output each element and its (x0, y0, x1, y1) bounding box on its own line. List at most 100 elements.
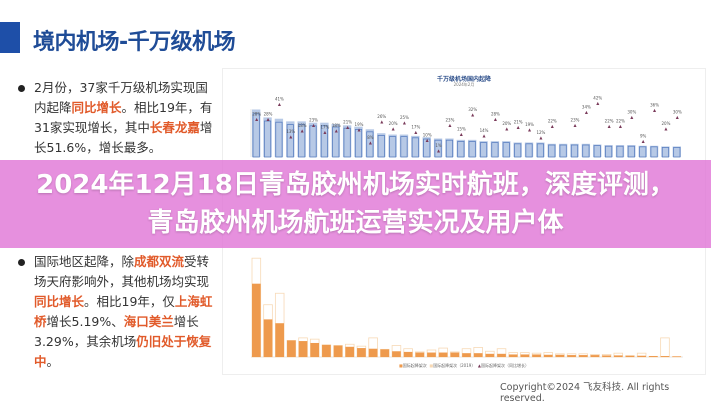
bar-2024 (672, 356, 681, 357)
pct-marker: ▲ (630, 114, 634, 119)
highlight-text: 同比增长 (72, 100, 122, 115)
pct-label: 28% (252, 112, 261, 117)
pct-marker: ▲ (414, 129, 418, 134)
pct-marker: ▲ (380, 119, 384, 124)
pct-label: 28% (491, 112, 500, 117)
bar-2024 (556, 355, 565, 357)
bullet-item: 国际地区起降，除成都双流受转场天府影响外，其他机场均实现同比增长。相比19年，仅… (14, 252, 214, 372)
pct-marker: ▲ (585, 110, 589, 115)
bar-2024 (439, 353, 448, 357)
copyright: Copyright©2024 飞友科技. All rights reserved… (500, 379, 711, 404)
pct-label: 21% (343, 120, 352, 125)
bottom-chart (223, 251, 707, 361)
bar-2024 (404, 352, 413, 357)
pct-label: 12% (536, 130, 545, 135)
pct-label: 22% (548, 119, 557, 124)
pct-marker: ▲ (551, 124, 555, 129)
pct-label: 9% (640, 134, 647, 139)
pct-marker: ▲ (596, 100, 600, 105)
pct-label: 26% (377, 114, 386, 119)
bar-2024 (450, 353, 459, 357)
bullet-item: 2月份，37家千万级机场实现国内起降同比增长。相比19年，有31家实现增长，其中… (14, 78, 214, 158)
pct-marker: ▲ (517, 125, 521, 130)
pct-label: 15% (457, 127, 466, 132)
pct-label: 13% (286, 129, 295, 134)
bar-2024 (509, 354, 518, 357)
bar-2024 (427, 353, 436, 357)
bullet-text: 增长5.19%、 (47, 314, 124, 329)
pct-label: 19% (525, 122, 534, 127)
bar-2024 (486, 354, 495, 357)
bullet-text: 。 (47, 354, 60, 369)
pct-marker: ▲ (278, 102, 282, 107)
bar-2024 (614, 355, 623, 357)
pct-marker: ▲ (608, 124, 612, 129)
pct-marker: ▲ (664, 126, 668, 131)
highlight-text: 成都双流 (134, 254, 184, 269)
pct-label: 17% (411, 124, 420, 129)
pct-label: 18% (332, 123, 341, 128)
bar-2024 (264, 319, 273, 357)
pct-marker: ▲ (403, 120, 407, 125)
bar-2024 (602, 355, 611, 357)
bar-2024 (591, 355, 600, 357)
pct-label: 19% (355, 122, 364, 127)
pct-marker: ▲ (619, 124, 623, 129)
pct-label: 23% (571, 117, 580, 122)
bar-2024 (369, 349, 378, 357)
pct-marker: ▲ (653, 107, 657, 112)
pct-label: 42% (593, 95, 602, 100)
pct-label: 18% (298, 123, 307, 128)
pct-label: 1% (435, 143, 442, 148)
bar-2024 (334, 346, 343, 357)
pct-marker: ▲ (460, 132, 464, 137)
pct-label: 25% (400, 115, 409, 120)
top-chart: ▲28%▲28%▲41%▲13%▲18%▲23%▲17%▲18%▲21%▲19%… (223, 69, 707, 159)
legend-item: 国际起降架次（2019） (433, 363, 475, 368)
pct-label: 22% (605, 119, 614, 124)
pct-marker: ▲ (676, 114, 680, 119)
bottom-chart-legend: ■国际起降架次 ■国际起降架次（2019） ▲国际起降架次（同比增长） (223, 363, 705, 369)
bar-2024 (357, 348, 366, 357)
bar-2024 (345, 347, 354, 357)
bar-2024 (474, 353, 483, 357)
highlight-text: 海口美兰 (124, 314, 174, 329)
pct-marker: ▲ (573, 122, 577, 127)
pct-label: 14% (480, 128, 489, 133)
bar-2024 (579, 355, 588, 357)
bullet-text: 。相比19年，仅 (84, 294, 175, 309)
bar-2024 (544, 355, 553, 357)
bar-2024 (310, 343, 319, 357)
article-title[interactable]: 2024年12月18日青岛胶州机场实时航班，深度评测，青岛胶州机场航班运营实况及… (26, 166, 686, 242)
pct-label: 8% (367, 135, 374, 140)
header-accent-bar (0, 22, 20, 53)
highlight-text: 同比增长 (34, 294, 84, 309)
pct-label: 23% (309, 117, 318, 122)
pct-marker: ▲ (505, 126, 509, 131)
bar-2024 (661, 356, 670, 357)
pct-marker: ▲ (483, 133, 487, 138)
pct-label: 20% (662, 121, 671, 126)
pct-marker: ▲ (392, 126, 396, 131)
bar-2024 (567, 355, 576, 357)
pct-label: 22% (616, 119, 625, 124)
bar-2024 (626, 356, 635, 357)
bar-2024 (415, 353, 424, 357)
bar-2024 (287, 340, 296, 357)
bar-2019 (661, 338, 670, 357)
slide-title: 境内机场-千万级机场 (33, 24, 235, 56)
bar-2024 (532, 354, 541, 357)
bar-2024 (649, 356, 658, 357)
pct-label: 20% (389, 121, 398, 126)
bar-2024 (497, 354, 506, 357)
pct-label: 10% (423, 132, 432, 137)
bullet-text: 国际地区起降，除 (34, 254, 134, 269)
pct-label: 30% (673, 109, 682, 114)
bar-2024 (462, 353, 471, 357)
pct-marker: ▲ (539, 135, 543, 140)
bar-2024 (322, 345, 331, 357)
bar-2024 (299, 341, 308, 357)
pct-label: 41% (275, 97, 284, 102)
article-title-banner: 2024年12月18日青岛胶州机场实时航班，深度评测，青岛胶州机场航班运营实况及… (0, 160, 711, 248)
bar-2024 (392, 351, 401, 357)
